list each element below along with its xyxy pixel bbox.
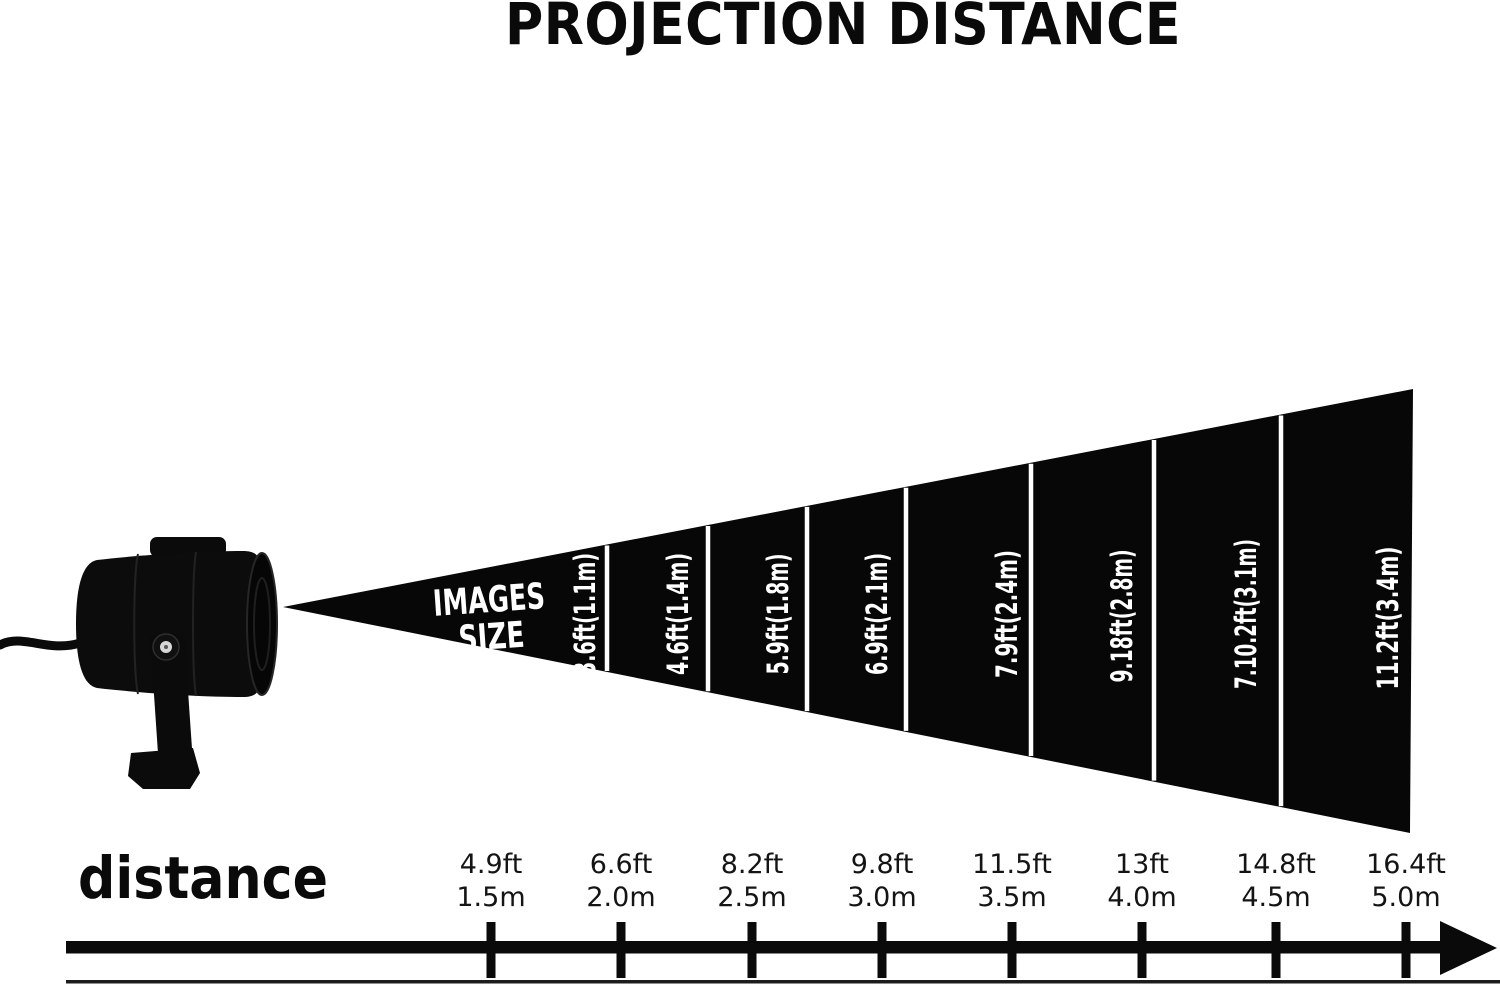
tick-m: 1.5m bbox=[456, 881, 526, 913]
distance-axis bbox=[66, 921, 1500, 984]
tick-mark bbox=[877, 922, 887, 978]
tick-m: 2.0m bbox=[586, 881, 656, 913]
tick-ft: 13ft bbox=[1115, 849, 1169, 880]
axis-tick-label: 9.8ft 3.0m bbox=[812, 849, 952, 915]
segment-label: 6.9ft(2.1m) bbox=[860, 553, 894, 675]
tick-m: 4.0m bbox=[1107, 881, 1177, 913]
segment-label: 11.2ft(3.4m) bbox=[1371, 547, 1405, 690]
tick-ft: 9.8ft bbox=[850, 849, 914, 880]
projector-body bbox=[76, 551, 259, 697]
axis-tick-label: 6.6ft 2.0m bbox=[551, 849, 691, 915]
cone-dividers bbox=[604, 415, 1284, 807]
tick-mark bbox=[1137, 922, 1147, 978]
tick-m: 3.5m bbox=[977, 881, 1047, 913]
tick-mark bbox=[1401, 922, 1411, 978]
segment-label: 4.6ft(1.4m) bbox=[661, 553, 695, 675]
projection-cone: IMAGES SIZE 3.6ft(1.1m) 4.6ft(1.4m) 5.9f… bbox=[283, 389, 1413, 833]
body-ridge bbox=[192, 551, 197, 697]
axis-tick-label: 13ft 4.0m bbox=[1072, 849, 1212, 915]
tick-ft: 11.5ft bbox=[972, 849, 1052, 880]
cone-heading-line2: SIZE bbox=[457, 615, 526, 661]
tick-ft: 14.8ft bbox=[1236, 849, 1316, 880]
axis-tick-label: 14.8ft 4.5m bbox=[1206, 849, 1346, 915]
axis-tick-label: 11.5ft 3.5m bbox=[942, 849, 1082, 915]
segment-label: 3.6ft(1.1m) bbox=[568, 553, 602, 675]
cone-heading: IMAGES SIZE bbox=[432, 576, 547, 661]
segment-label: 7.9ft(2.4m) bbox=[990, 550, 1024, 678]
axis-tick-label: 8.2ft 2.5m bbox=[682, 849, 822, 915]
axis-label: distance bbox=[78, 844, 329, 912]
axis-tick-label: 4.9ft 1.5m bbox=[421, 849, 561, 915]
segment-label: 9.18ft(2.8m) bbox=[1105, 550, 1139, 683]
power-cord bbox=[0, 636, 85, 651]
segment-label: 5.9ft(1.8m) bbox=[761, 554, 795, 675]
projector-lens bbox=[246, 552, 278, 696]
segment-label: 7.10.2ft(3.1m) bbox=[1229, 539, 1263, 689]
tick-ft: 4.9ft bbox=[459, 849, 523, 880]
projector-illustration bbox=[0, 537, 278, 789]
tick-mark bbox=[1271, 922, 1281, 978]
page-title: PROJECTION DISTANCE bbox=[505, 0, 1181, 58]
cone-segment-labels: 3.6ft(1.1m) 4.6ft(1.4m) 5.9ft(1.8m) 6.9f… bbox=[568, 539, 1405, 690]
mount-bracket-arm bbox=[150, 633, 193, 768]
axis-ticks bbox=[486, 922, 1411, 978]
tick-m: 5.0m bbox=[1371, 881, 1441, 913]
tick-mark bbox=[747, 922, 757, 978]
cone-shape bbox=[283, 389, 1413, 833]
mount-bracket-base bbox=[128, 748, 200, 789]
tick-ft: 8.2ft bbox=[720, 849, 784, 880]
axis-tick-label: 16.4ft 5.0m bbox=[1336, 849, 1476, 915]
lens-inner-ring bbox=[253, 577, 271, 671]
axis-arrowhead bbox=[1440, 921, 1497, 975]
tick-m: 2.5m bbox=[717, 881, 787, 913]
axis-underline bbox=[66, 980, 1500, 984]
tick-m: 3.0m bbox=[847, 881, 917, 913]
tick-m: 4.5m bbox=[1241, 881, 1311, 913]
tick-mark bbox=[1007, 922, 1017, 978]
body-ridge bbox=[133, 553, 139, 695]
tick-ft: 6.6ft bbox=[589, 849, 653, 880]
cone-heading-line1: IMAGES bbox=[432, 576, 547, 625]
tick-mark bbox=[486, 922, 496, 978]
tick-ft: 16.4ft bbox=[1366, 849, 1446, 880]
bracket-knob-screw-center bbox=[164, 645, 168, 649]
tick-mark bbox=[616, 922, 626, 978]
